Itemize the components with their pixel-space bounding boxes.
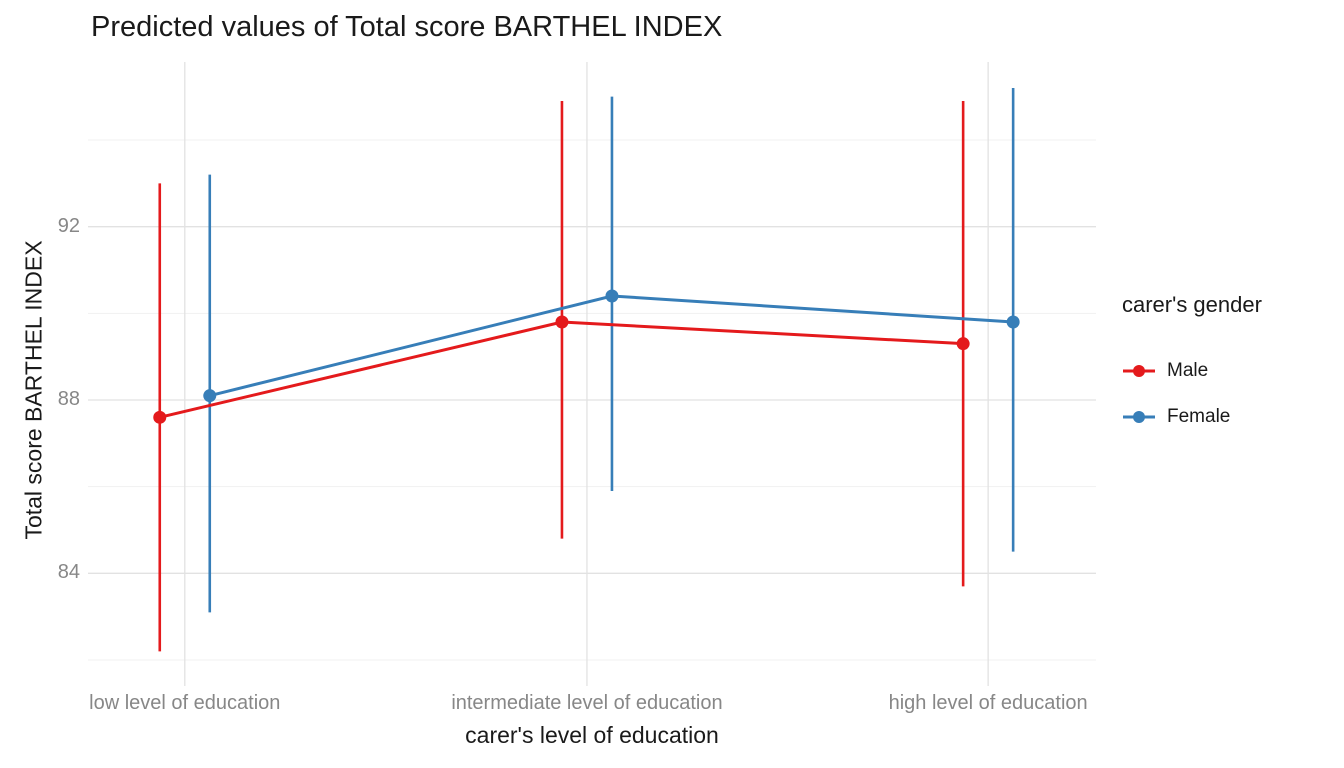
- male-series-key-icon: [1123, 365, 1155, 377]
- chart-title: Predicted values of Total score BARTHEL …: [91, 11, 723, 43]
- legend-label-female: Female: [1167, 406, 1231, 427]
- legend-item-male: Male: [1122, 360, 1262, 382]
- x-tick-label-low: low level of education: [89, 692, 281, 714]
- legend: carer's gender Male Female: [1122, 292, 1262, 452]
- y-tick-label-88: 88: [57, 388, 80, 410]
- x-tick-label-high: high level of education: [888, 692, 1088, 714]
- legend-title: carer's gender: [1122, 292, 1262, 317]
- legend-label-male: Male: [1167, 360, 1209, 381]
- y-tick-label-84: 84: [57, 561, 80, 584]
- x-tick-label-intermediate: intermediate level of education: [451, 692, 723, 714]
- female-series-key-icon: [1123, 411, 1155, 423]
- x-axis-title: carer's level of education: [465, 722, 719, 748]
- y-tick-label-92: 92: [57, 214, 80, 237]
- legend-item-female: Female: [1122, 406, 1262, 428]
